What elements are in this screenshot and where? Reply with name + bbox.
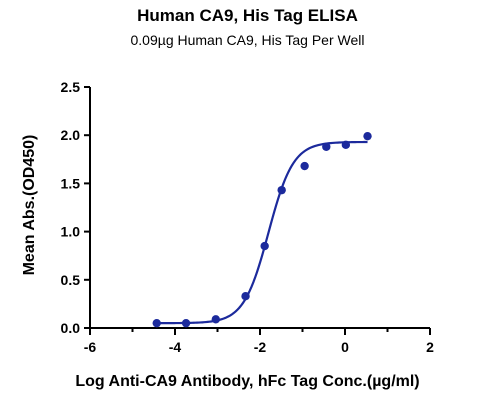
data-point	[322, 142, 331, 151]
y-tick-label: 2.5	[61, 79, 81, 95]
chart-title: Human CA9, His Tag ELISA	[137, 6, 358, 25]
x-tick-label: 0	[341, 339, 349, 355]
data-point	[260, 241, 269, 251]
y-tick-label: 1.0	[61, 224, 81, 240]
data-point	[181, 318, 191, 328]
x-tick-label: -4	[169, 339, 182, 355]
data-point	[363, 131, 372, 141]
x-tick-label: 2	[426, 339, 434, 355]
data-point	[241, 291, 250, 301]
y-tick-label: 1.5	[61, 175, 81, 191]
x-tick-label: -6	[84, 339, 97, 355]
y-tick-label: 2.0	[61, 127, 81, 143]
ticks: 0.0 0.5 1.0 1.5 2.0 2.5 -6 -4 -2 0 2	[61, 79, 435, 355]
data-point	[211, 315, 220, 324]
x-axis-label: Log Anti-CA9 Antibody, hFc Tag Conc.(µg/…	[75, 373, 420, 390]
fit-curve-group	[156, 140, 368, 325]
y-tick-label: 0.5	[61, 272, 81, 288]
data-point	[277, 185, 286, 195]
fit-curve	[156, 140, 368, 325]
y-tick-label: 0.0	[61, 320, 81, 336]
data-point	[152, 318, 161, 328]
data-point	[300, 161, 309, 171]
data-points	[152, 131, 372, 328]
data-point	[341, 140, 351, 150]
chart-subtitle: 0.09µg Human CA9, His Tag Per Well	[130, 32, 365, 48]
axes	[89, 87, 430, 329]
x-tick-label: -2	[254, 339, 267, 355]
